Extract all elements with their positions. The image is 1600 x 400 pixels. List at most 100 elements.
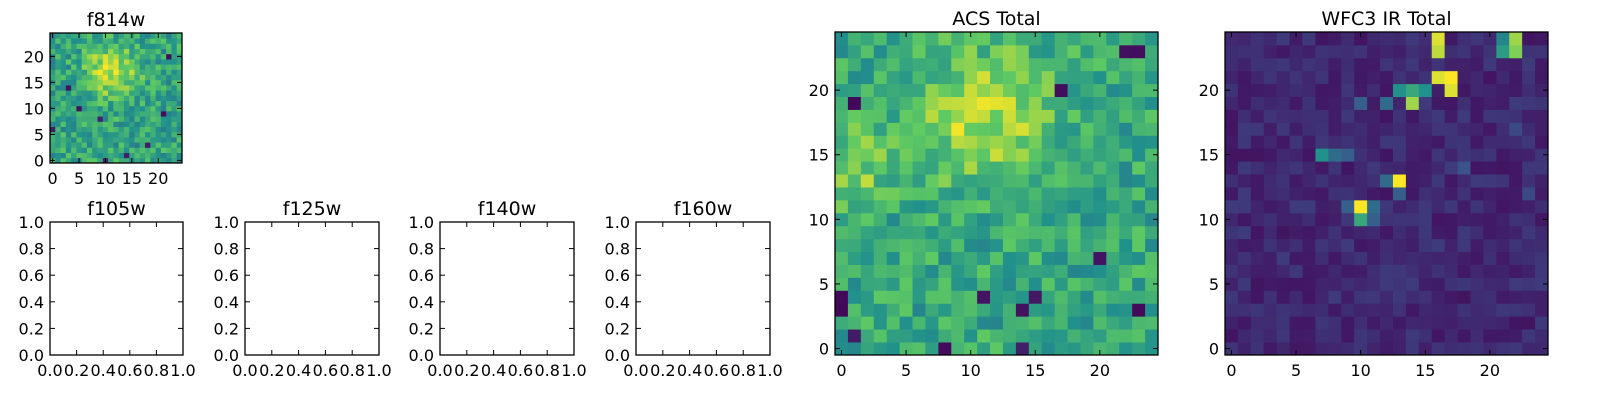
heatmap-cell [1015,290,1030,304]
heatmap-cell [1041,44,1056,59]
f814w-title: f814w [87,9,146,31]
heatmap-cell [55,131,61,138]
heatmap-cell [118,48,125,55]
heatmap-cell [899,316,913,330]
heatmap-cell [55,43,61,49]
heatmap-cell [1315,303,1329,317]
heatmap-cell [1067,83,1081,97]
heatmap-cell [134,116,141,122]
heatmap-cell [847,148,862,162]
heatmap-cell [860,264,875,278]
heatmap-cell [139,79,146,86]
heatmap-cell [97,79,104,86]
heatmap-cell [92,43,98,49]
heatmap-cell [835,316,849,330]
heatmap-cell [1457,148,1471,162]
heatmap-cell [1225,251,1239,265]
heatmap-cell [990,238,1004,253]
heatmap-cell [1418,342,1433,356]
heatmap-cell [1535,264,1549,278]
heatmap-cell [155,111,162,117]
heatmap-cell [1225,83,1239,97]
heatmap-cell [171,95,178,101]
heatmap-cell [1132,290,1146,304]
heatmap-cell [76,116,83,122]
heatmap-cell [1367,109,1381,123]
heatmap-cell [1002,316,1017,330]
heatmap-cell [71,43,77,49]
heatmap-cell [1367,199,1381,214]
heatmap-cell [1405,70,1420,85]
heatmap-cell [925,109,939,123]
heatmap-cell [1145,303,1159,317]
heatmap-cell [50,43,56,49]
heatmap-cell [1237,122,1252,136]
heatmap-cell [1225,44,1239,59]
heatmap-cell [166,38,172,44]
heatmap-cell [145,79,151,86]
heatmap-cell [835,251,849,265]
heatmap-cell [139,121,146,127]
heatmap-cell [873,238,888,253]
heatmap-cell [97,142,104,148]
heatmap-cell [1145,212,1159,227]
heatmap-cell [50,111,56,117]
heatmap-cell [150,69,156,75]
heatmap-cell [102,43,109,49]
heatmap-cell [964,83,978,97]
heatmap-cell [1015,199,1030,214]
heatmap-cell [1457,109,1471,123]
heatmap-cell [118,33,125,39]
heatmap-cell [1289,122,1303,136]
heatmap-cell [1002,187,1017,201]
heatmap-cell [166,147,172,153]
heatmap-cell [81,69,88,75]
heatmap-cell [1054,187,1068,201]
heatmap-cell [860,83,875,97]
heatmap-cell [1041,135,1056,149]
heatmap-cell [1041,329,1056,343]
heatmap-cell [1496,57,1510,72]
heatmap-cell [55,105,61,112]
wfc3-ir-total-title: WFC3 IR Total [1321,8,1451,30]
heatmap-cell [1237,187,1252,201]
heatmap-cell [1302,187,1316,201]
heatmap-cell [118,105,125,112]
heatmap-cell [1250,122,1265,136]
heatmap-cell [1341,32,1355,46]
heatmap-cell [1250,148,1265,162]
heatmap-cell [1028,238,1043,253]
heatmap-cell [1380,342,1394,356]
heatmap-cell [171,111,178,117]
heatmap-cell [1263,212,1278,227]
f125w-ytick-label: 0.0 [214,346,239,365]
heatmap-cell [55,121,61,127]
heatmap-cell [1457,161,1471,175]
heatmap-cell [76,59,83,65]
heatmap-cell [1496,70,1510,85]
heatmap-cell [1225,238,1239,253]
heatmap-cell [1302,225,1316,240]
heatmap-cell [1106,303,1120,317]
heatmap-cell [102,79,109,86]
heatmap-cell [55,48,61,55]
heatmap-cell [951,83,965,97]
heatmap-cell [1535,251,1549,265]
heatmap-cell [951,32,965,46]
heatmap-cell [1457,212,1471,227]
heatmap-cell [176,126,183,133]
heatmap-cell [86,43,93,49]
heatmap-cell [886,135,900,149]
heatmap-cell [1483,277,1497,291]
heatmap-cell [1225,342,1239,356]
heatmap-cell [81,157,88,164]
heatmap-cell [1496,290,1510,304]
heatmap-cell [964,316,978,330]
heatmap-cell [65,33,72,39]
heatmap-cell [1145,238,1159,253]
heatmap-cell [102,142,109,148]
heatmap-cell [1119,290,1133,304]
heatmap-cell [964,122,978,136]
heatmap-cell [1535,57,1549,72]
heatmap-cell [1470,277,1484,291]
